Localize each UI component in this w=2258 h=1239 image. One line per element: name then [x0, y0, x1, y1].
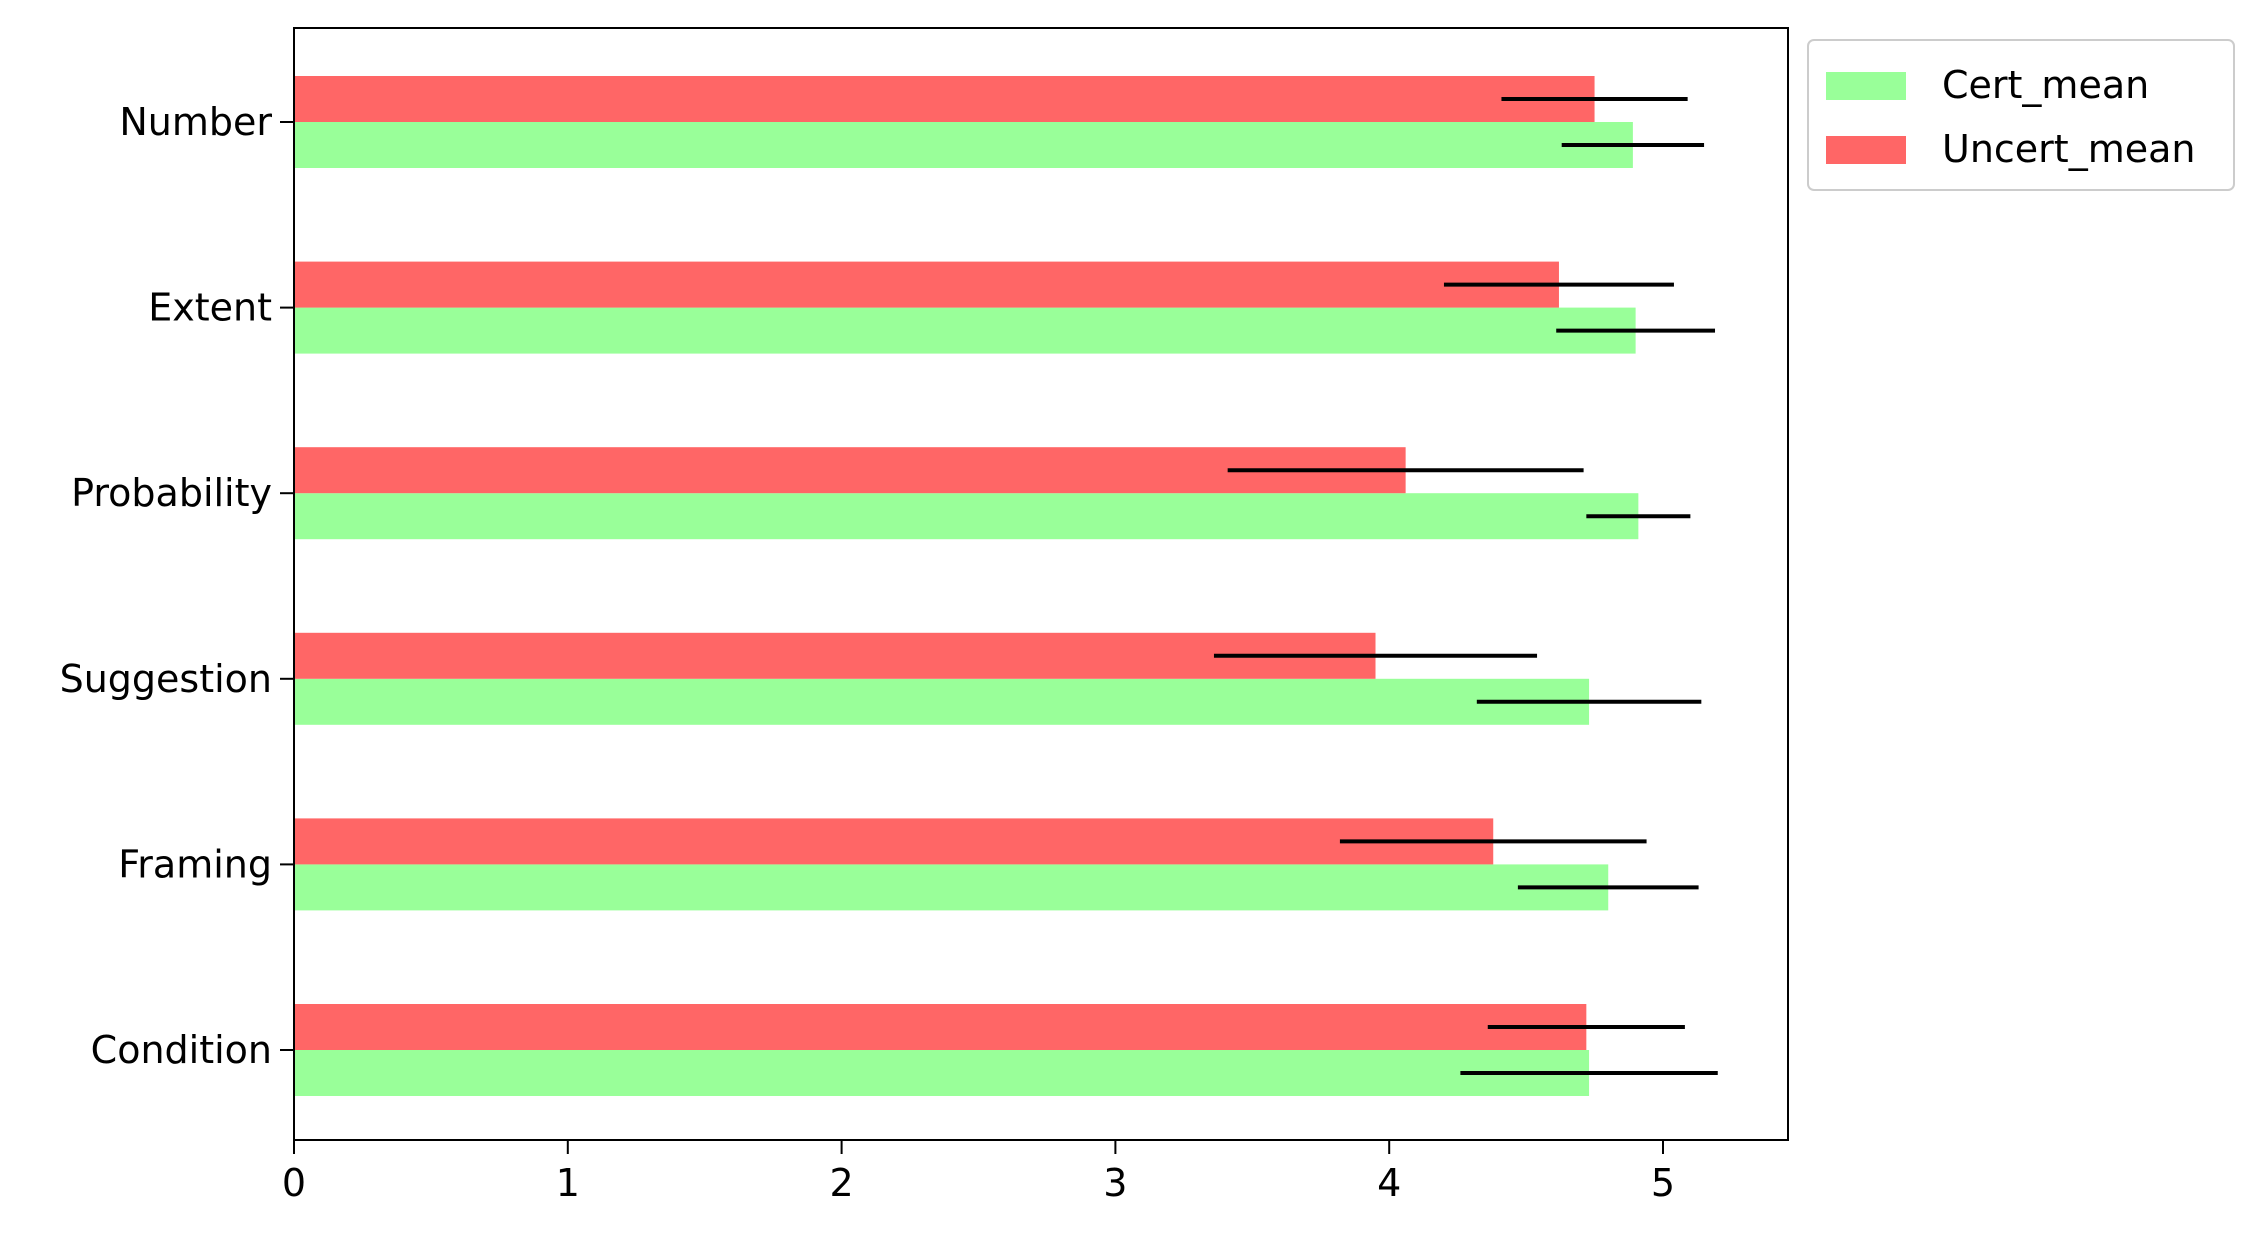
bars-layer: [294, 76, 1639, 1096]
bar-uncert-mean-framing: [294, 818, 1494, 865]
y-tick-label-probability: Probability: [71, 471, 272, 515]
bar-cert-mean-suggestion: [294, 678, 1590, 725]
x-tick-label-0: 0: [282, 1161, 306, 1205]
x-tick-label-5: 5: [1651, 1161, 1675, 1205]
legend-label-uncert: Uncert_mean: [1942, 127, 2195, 171]
bar-uncert-mean-extent: [294, 261, 1559, 308]
legend-swatch-cert: [1826, 72, 1906, 100]
x-tick-label-3: 3: [1103, 1161, 1127, 1205]
y-tick-label-framing: Framing: [118, 842, 272, 886]
y-tick-label-condition: Condition: [91, 1028, 272, 1072]
legend-frame: [1807, 39, 2235, 191]
y-tick-label-extent: Extent: [148, 286, 272, 330]
x-tick-label-4: 4: [1377, 1161, 1401, 1205]
plot-frame: [293, 27, 1789, 1141]
y-axis: Number Extent Probability Suggestion Framing…: [60, 100, 294, 1072]
bar-cert-mean-condition: [294, 1050, 1590, 1096]
legend: Cert_mean Uncert_mean: [1807, 39, 2235, 191]
bar-cert-mean-probability: [294, 493, 1639, 540]
error-bars-layer: [1213, 97, 1718, 1075]
bar-cert-mean-framing: [294, 864, 1609, 911]
bar-uncert-mean-condition: [294, 1004, 1587, 1050]
legend-swatch-uncert: [1826, 136, 1906, 164]
x-tick-label-1: 1: [556, 1161, 580, 1205]
y-tick-label-suggestion: Suggestion: [60, 657, 272, 701]
bar-cert-mean-number: [294, 122, 1633, 168]
bar-cert-mean-extent: [294, 307, 1636, 354]
bar-uncert-mean-number: [294, 76, 1595, 122]
x-axis: 0 1 2 3 4 5: [282, 1140, 1675, 1205]
legend-label-cert: Cert_mean: [1942, 63, 2149, 107]
bar-uncert-mean-suggestion: [294, 632, 1376, 679]
y-tick-label-number: Number: [119, 100, 272, 144]
bar-uncert-mean-probability: [294, 447, 1406, 494]
x-tick-label-2: 2: [830, 1161, 854, 1205]
